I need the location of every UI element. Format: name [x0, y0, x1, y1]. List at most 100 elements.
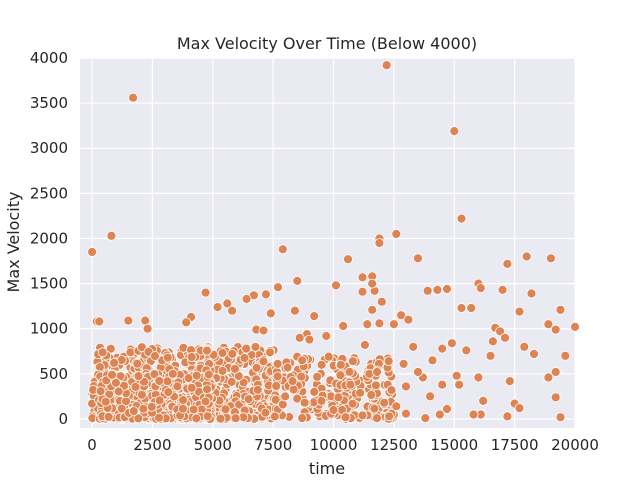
scatter-point — [154, 412, 164, 423]
scatter-point — [555, 304, 566, 315]
scatter-point — [374, 318, 385, 329]
scatter-point — [335, 370, 346, 381]
scatter-point — [312, 371, 323, 382]
scatter-point — [186, 382, 197, 393]
scatter-point — [297, 355, 308, 366]
scatter-point — [287, 376, 298, 387]
scatter-point — [357, 286, 368, 297]
scatter-point — [258, 356, 269, 367]
y-tick-label: 1500 — [30, 275, 68, 293]
scatter-point — [128, 406, 139, 417]
scatter-point — [277, 399, 288, 410]
scatter-point — [343, 254, 353, 265]
scatter-point — [555, 412, 566, 423]
scatter-point — [296, 371, 307, 382]
scatter-point — [478, 395, 489, 406]
scatter-point — [238, 377, 249, 388]
scatter-point — [422, 285, 433, 296]
scatter-point — [116, 403, 127, 414]
scatter-point — [434, 409, 445, 420]
scatter-point — [252, 384, 263, 395]
scatter-point — [355, 387, 366, 398]
scatter-point — [230, 413, 241, 424]
scatter-point — [128, 92, 139, 103]
y-tick-label: 2500 — [30, 184, 68, 202]
scatter-point — [270, 394, 281, 405]
scatter-point — [451, 370, 462, 381]
scatter-point — [362, 319, 373, 330]
scatter-point — [265, 308, 276, 319]
scatter-point — [162, 376, 173, 387]
scatter-point — [331, 280, 341, 291]
scatter-point — [136, 389, 147, 400]
y-tick-label: 3500 — [30, 94, 68, 112]
scatter-point — [344, 366, 355, 377]
scatter-point — [273, 282, 283, 293]
x-tick-label: 2500 — [133, 436, 171, 454]
scatter-point — [146, 401, 157, 412]
scatter-point — [297, 413, 308, 424]
scatter-point — [226, 376, 237, 387]
scatter-point — [272, 358, 283, 369]
scatter-point — [133, 413, 144, 424]
scatter-point — [367, 278, 378, 289]
scatter-point — [323, 351, 334, 362]
scatter-point — [570, 321, 580, 332]
scatter-point — [391, 401, 402, 412]
scatter-point — [442, 284, 452, 294]
scatter-point — [333, 392, 344, 403]
scatter-point — [227, 348, 238, 359]
scatter-point — [154, 376, 165, 386]
scatter-point — [401, 408, 411, 419]
scatter-point — [526, 288, 537, 299]
scatter-point — [413, 253, 423, 264]
scatter-point — [357, 410, 368, 421]
scatter-point — [425, 391, 436, 402]
scatter-point — [446, 338, 457, 349]
x-tick-label: 12500 — [370, 436, 418, 454]
scatter-point — [277, 244, 288, 255]
scatter-point — [264, 347, 275, 358]
scatter-point — [550, 324, 561, 335]
scatter-point — [188, 404, 199, 415]
scatter-point — [338, 321, 349, 331]
scatter-point — [111, 377, 121, 388]
chart-title: Max Velocity Over Time (Below 4000) — [177, 34, 477, 53]
scatter-point — [340, 412, 351, 423]
scatter-point — [220, 404, 231, 415]
scatter-point — [316, 359, 327, 370]
scatter-point — [454, 379, 465, 390]
scatter-point — [309, 311, 320, 322]
scatter-point — [251, 362, 262, 373]
scatter-point — [258, 325, 269, 336]
scatter-point — [386, 385, 397, 396]
scatter-point — [200, 396, 211, 407]
scatter-point — [280, 391, 291, 402]
scatter-point — [109, 357, 119, 368]
scatter-points — [87, 60, 580, 424]
scatter-point — [136, 342, 147, 353]
scatter-point — [181, 317, 192, 328]
scatter-point — [140, 315, 151, 326]
scatter-point — [345, 379, 356, 390]
scatter-point — [384, 411, 395, 422]
scatter-point — [347, 356, 358, 367]
scatter-point — [546, 253, 556, 264]
scatter-point — [398, 358, 409, 369]
scatter-point — [309, 386, 320, 397]
scatter-point — [95, 386, 106, 397]
scatter-point — [550, 367, 561, 377]
scatter-point — [288, 384, 299, 395]
scatter-point — [374, 238, 385, 248]
scatter-point — [87, 247, 97, 257]
scatter-point — [468, 409, 479, 420]
scatter-point — [163, 387, 174, 398]
scatter-point — [543, 319, 554, 330]
scatter-point — [289, 305, 300, 316]
scatter-point — [372, 367, 382, 377]
scatter-point — [107, 369, 117, 380]
scatter-point — [282, 362, 293, 373]
scatter-point — [133, 371, 144, 382]
scatter-point — [186, 352, 197, 362]
scatter-point — [328, 405, 339, 415]
